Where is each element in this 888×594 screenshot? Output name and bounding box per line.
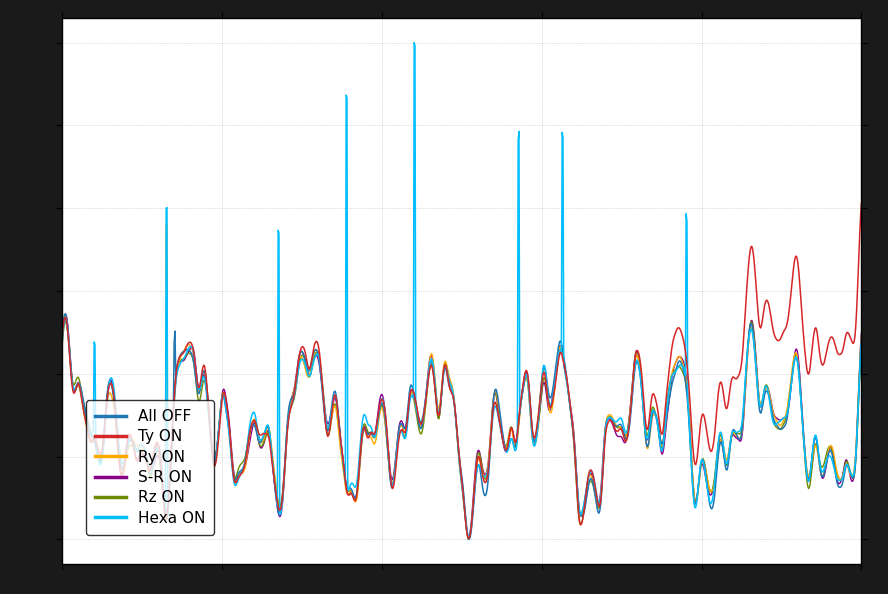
- Ry ON: [856, 334, 867, 341]
- Rz ON: [681, 382, 692, 389]
- Line: All OFF: All OFF: [62, 314, 861, 539]
- Ry ON: [464, 534, 474, 541]
- Ty ON: [464, 535, 474, 542]
- Ry ON: [57, 334, 67, 342]
- All OFF: [60, 310, 71, 317]
- Ry ON: [682, 384, 693, 391]
- Ty ON: [695, 420, 706, 427]
- Hexa ON: [409, 42, 420, 49]
- Legend: All OFF, Ty ON, Ry ON, S-R ON, Rz ON, Hexa ON: All OFF, Ty ON, Ry ON, S-R ON, Rz ON, He…: [86, 400, 214, 535]
- Ty ON: [607, 418, 617, 425]
- All OFF: [139, 453, 150, 460]
- Rz ON: [139, 451, 149, 459]
- Ty ON: [408, 390, 419, 397]
- S-R ON: [60, 311, 71, 318]
- All OFF: [57, 330, 67, 337]
- Line: Rz ON: Rz ON: [62, 322, 861, 539]
- Hexa ON: [696, 457, 707, 464]
- Rz ON: [856, 345, 867, 352]
- All OFF: [856, 337, 867, 344]
- Ty ON: [139, 451, 149, 459]
- Rz ON: [380, 421, 391, 428]
- Hexa ON: [408, 39, 419, 46]
- Hexa ON: [856, 340, 867, 347]
- Line: Hexa ON: Hexa ON: [62, 43, 861, 536]
- Ry ON: [139, 446, 149, 453]
- Ty ON: [380, 410, 391, 418]
- Hexa ON: [139, 444, 149, 451]
- Ty ON: [57, 335, 67, 342]
- Ty ON: [681, 353, 692, 361]
- Line: Ry ON: Ry ON: [62, 224, 861, 538]
- S-R ON: [57, 336, 67, 343]
- S-R ON: [682, 382, 693, 389]
- All OFF: [381, 426, 392, 433]
- S-R ON: [139, 451, 150, 458]
- Rz ON: [747, 318, 757, 326]
- All OFF: [696, 458, 707, 465]
- Rz ON: [607, 414, 617, 421]
- Ry ON: [381, 429, 392, 436]
- All OFF: [464, 536, 475, 543]
- S-R ON: [696, 462, 707, 469]
- Rz ON: [464, 536, 474, 543]
- Rz ON: [695, 463, 706, 470]
- Hexa ON: [464, 533, 474, 540]
- S-R ON: [381, 420, 392, 427]
- Ry ON: [409, 397, 420, 405]
- All OFF: [409, 397, 420, 404]
- All OFF: [682, 391, 693, 399]
- Ry ON: [696, 461, 707, 468]
- Hexa ON: [607, 416, 618, 423]
- Line: Ty ON: Ty ON: [62, 203, 861, 538]
- S-R ON: [607, 421, 618, 428]
- Rz ON: [57, 342, 67, 349]
- All OFF: [607, 418, 618, 425]
- S-R ON: [856, 330, 867, 337]
- Ry ON: [607, 414, 618, 421]
- Hexa ON: [682, 219, 693, 226]
- Rz ON: [408, 397, 419, 405]
- Hexa ON: [380, 412, 391, 419]
- S-R ON: [409, 395, 420, 402]
- Ry ON: [162, 220, 172, 228]
- Ty ON: [856, 200, 867, 207]
- S-R ON: [464, 533, 474, 541]
- Line: S-R ON: S-R ON: [62, 315, 861, 537]
- Hexa ON: [57, 339, 67, 346]
